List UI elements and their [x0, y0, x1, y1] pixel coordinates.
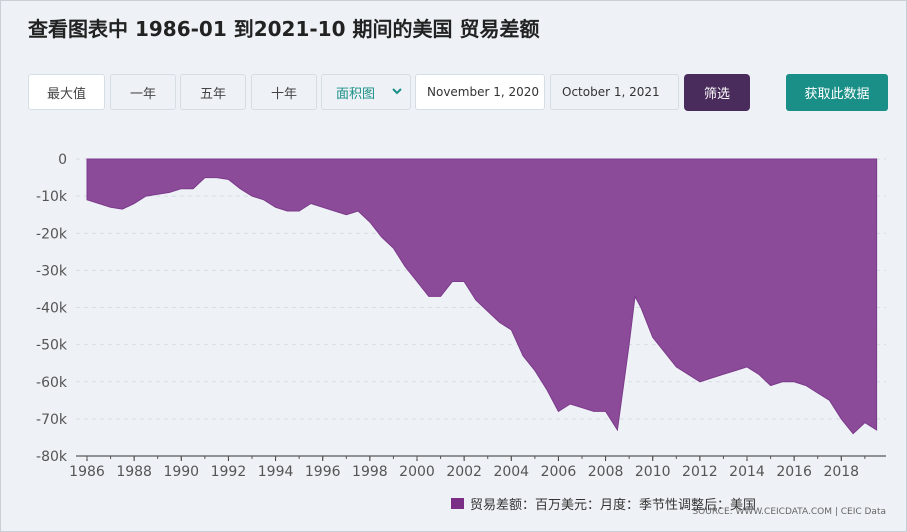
- x-tick-label: 2002: [446, 464, 482, 476]
- y-tick-label: -60k: [36, 375, 68, 391]
- x-tick-label: 2006: [541, 464, 577, 476]
- y-tick-label: -20k: [36, 226, 68, 242]
- y-tick-label: -10k: [36, 189, 68, 205]
- source-credit: SOURCE: WWW.CEICDATA.COM | CEIC Data: [692, 507, 886, 517]
- x-tick-label: 2000: [399, 464, 435, 476]
- filter-button[interactable]: 筛选: [684, 74, 750, 111]
- chart-type-value: 面积图: [336, 86, 376, 102]
- x-tick-label: 2010: [635, 464, 671, 476]
- x-tick-label: 2014: [729, 464, 765, 476]
- chart-type-select[interactable]: 面积图: [321, 74, 411, 110]
- x-tick-label: 1996: [305, 464, 341, 476]
- y-tick-label: -80k: [36, 449, 68, 465]
- range-max-button[interactable]: 最大值: [28, 74, 105, 110]
- x-tick-label: 1986: [69, 464, 105, 476]
- x-tick-label: 1990: [163, 464, 199, 476]
- y-tick-label: -30k: [36, 263, 68, 279]
- range-10y-button[interactable]: 十年: [251, 74, 317, 110]
- range-5y-button[interactable]: 五年: [180, 74, 246, 110]
- x-tick-label: 1998: [352, 464, 388, 476]
- y-tick-label: -40k: [36, 301, 68, 317]
- date-from-input[interactable]: November 1, 2020: [415, 74, 545, 110]
- y-tick-label: -50k: [36, 338, 68, 354]
- range-1y-button[interactable]: 一年: [110, 74, 176, 110]
- x-tick-label: 2012: [682, 464, 718, 476]
- legend-label: 贸易差额：百万美元：月度：季节性调整后：美国: [470, 498, 757, 513]
- y-tick-label: 0: [58, 152, 67, 168]
- page-title: 查看图表中 1986-01 到2021-10 期间的美国 贸易差额: [28, 17, 540, 41]
- x-tick-label: 1992: [211, 464, 247, 476]
- x-tick-label: 2008: [588, 464, 624, 476]
- x-tick-label: 2016: [776, 464, 812, 476]
- x-tick-label: 1994: [258, 464, 294, 476]
- get-data-button[interactable]: 获取此数据: [786, 74, 888, 111]
- chart-legend[interactable]: 贸易差额：百万美元：月度：季节性调整后：美国: [451, 494, 756, 513]
- x-tick-label: 2018: [823, 464, 859, 476]
- y-tick-label: -70k: [36, 412, 68, 428]
- series-area[interactable]: [86, 158, 878, 435]
- x-tick-label: 2004: [493, 464, 529, 476]
- legend-swatch: [451, 498, 464, 509]
- date-to-input[interactable]: October 1, 2021: [550, 74, 679, 110]
- x-tick-label: 1988: [116, 464, 152, 476]
- chevron-down-icon: [392, 88, 402, 95]
